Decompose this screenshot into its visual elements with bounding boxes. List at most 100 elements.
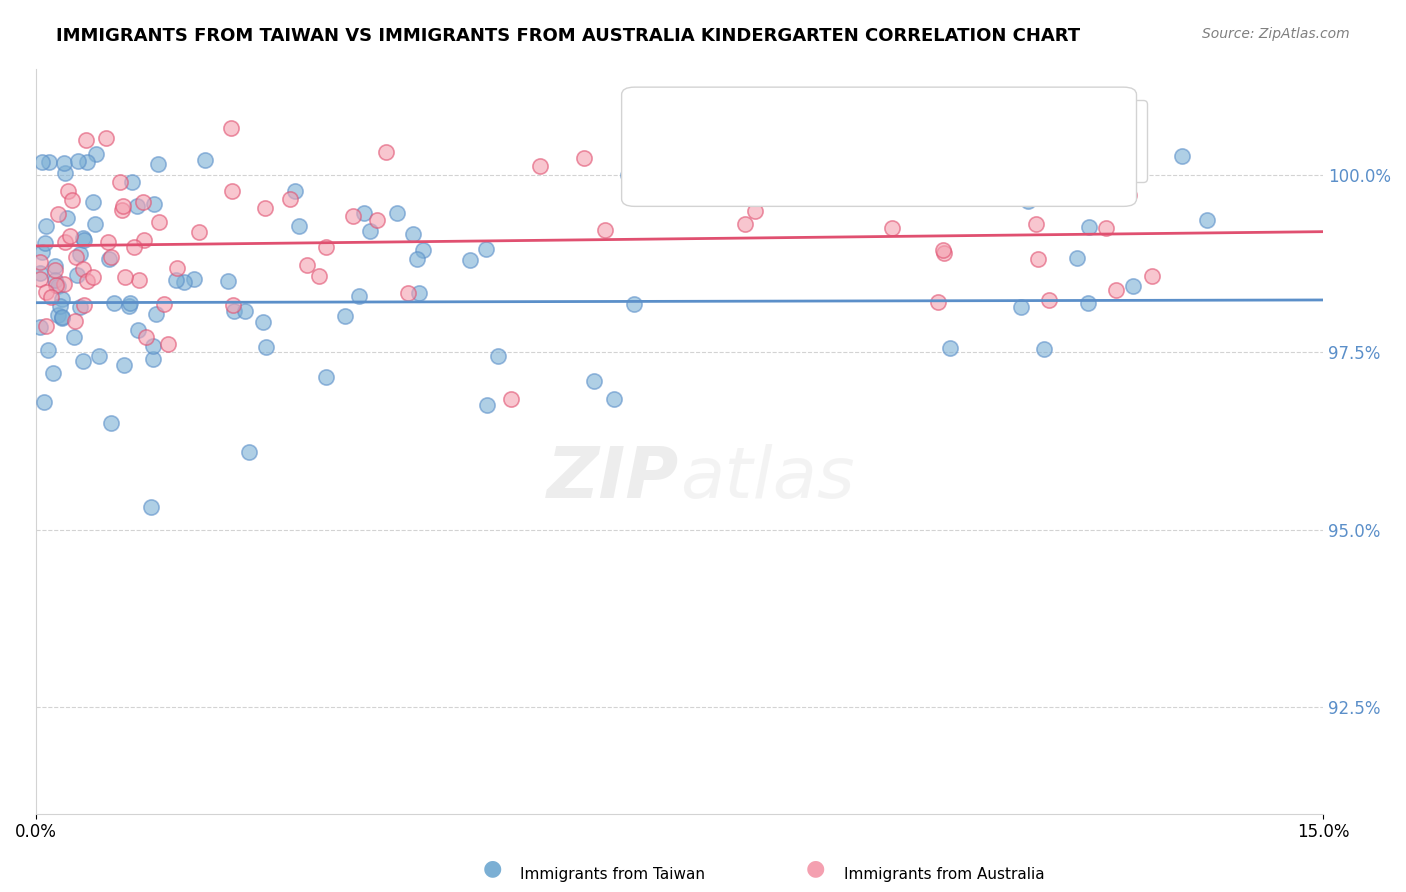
Point <box>347 289 370 303</box>
Point <box>125 199 148 213</box>
Point <box>44 262 66 277</box>
Point <box>51 292 73 306</box>
Point <box>114 269 136 284</box>
Point <box>927 295 949 310</box>
Point <box>83 217 105 231</box>
Point <box>254 340 277 354</box>
Point <box>475 398 498 412</box>
Point <box>315 370 337 384</box>
Point <box>165 273 187 287</box>
Point <box>385 206 408 220</box>
Point <box>46 279 69 293</box>
Point <box>288 219 311 234</box>
Point <box>499 392 522 406</box>
Point <box>582 374 605 388</box>
Point <box>173 275 195 289</box>
Point <box>602 392 624 407</box>
Point <box>73 233 96 247</box>
Point <box>617 169 640 183</box>
Point <box>188 226 211 240</box>
Point <box>51 310 73 324</box>
Text: atlas: atlas <box>679 444 855 513</box>
Point <box>375 145 398 160</box>
Point <box>97 235 120 250</box>
Point <box>69 301 91 315</box>
Text: ●: ● <box>806 858 825 878</box>
Point <box>623 297 645 311</box>
Point <box>1066 252 1088 266</box>
Point <box>41 289 63 303</box>
Point <box>30 271 52 285</box>
Point <box>156 337 179 351</box>
Point <box>405 252 427 266</box>
Point <box>94 131 117 145</box>
Point <box>297 258 319 272</box>
Point <box>37 343 59 357</box>
Point <box>31 244 53 259</box>
Point <box>111 203 134 218</box>
Point <box>458 252 481 267</box>
Point <box>103 295 125 310</box>
Point <box>252 315 274 329</box>
Point <box>30 255 52 269</box>
Point <box>146 156 169 170</box>
Point <box>970 142 993 156</box>
Point <box>41 366 63 380</box>
Point <box>72 298 94 312</box>
Point <box>284 184 307 198</box>
Point <box>108 175 131 189</box>
Point <box>67 154 90 169</box>
Point <box>651 180 673 194</box>
Point <box>142 339 165 353</box>
Point <box>142 351 165 366</box>
FancyBboxPatch shape <box>621 87 1136 206</box>
Point <box>1140 269 1163 284</box>
Point <box>408 285 430 300</box>
Point <box>72 231 94 245</box>
Point <box>128 273 150 287</box>
Point <box>1105 283 1128 297</box>
Point <box>1026 252 1049 266</box>
Point <box>121 175 143 189</box>
Point <box>56 184 79 198</box>
Point <box>593 223 616 237</box>
Point <box>145 307 167 321</box>
Point <box>238 445 260 459</box>
Point <box>183 271 205 285</box>
Point <box>118 299 141 313</box>
Point <box>30 266 52 280</box>
Point <box>148 215 170 229</box>
Point <box>132 233 155 247</box>
Text: Immigrants from Taiwan: Immigrants from Taiwan <box>520 867 706 881</box>
Point <box>769 165 792 179</box>
Point <box>89 349 111 363</box>
Point <box>63 314 86 328</box>
Text: ZIP: ZIP <box>547 444 679 513</box>
Point <box>66 268 89 282</box>
Point <box>53 156 76 170</box>
Point <box>939 341 962 355</box>
Point <box>143 196 166 211</box>
Point <box>396 286 419 301</box>
Point <box>572 151 595 165</box>
Point <box>135 330 157 344</box>
Point <box>72 261 94 276</box>
Point <box>82 270 104 285</box>
Point <box>1077 296 1099 310</box>
Point <box>924 163 946 178</box>
Point <box>120 295 142 310</box>
Point <box>278 192 301 206</box>
Point <box>76 155 98 169</box>
Point <box>38 154 60 169</box>
Point <box>194 153 217 168</box>
Legend:   R = 0.032   N = 93,   R = 0.134   N = 68: R = 0.032 N = 93, R = 0.134 N = 68 <box>894 100 1147 182</box>
Point <box>366 213 388 227</box>
Point <box>35 285 58 299</box>
Point <box>734 217 756 231</box>
Point <box>1033 155 1056 169</box>
Point <box>932 245 955 260</box>
Point <box>111 199 134 213</box>
Point <box>219 120 242 135</box>
Point <box>53 166 76 180</box>
Text: ●: ● <box>482 858 502 878</box>
